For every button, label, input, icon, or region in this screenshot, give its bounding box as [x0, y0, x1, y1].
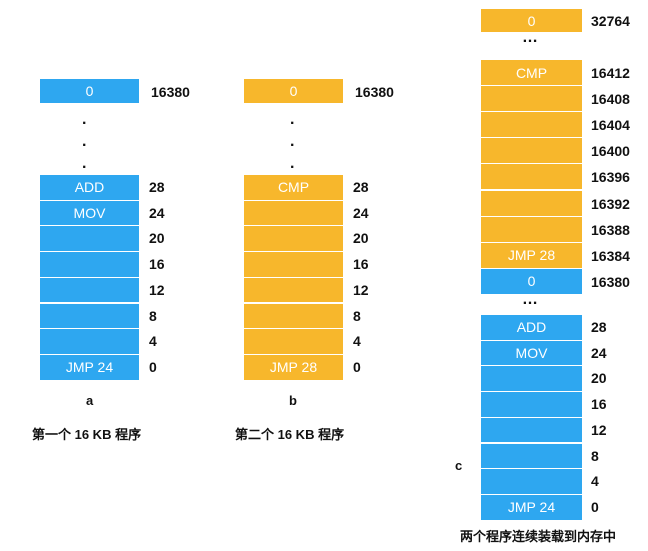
memory-cell [244, 277, 343, 303]
address-label: 24 [149, 204, 165, 221]
ellipsis-dot: . [82, 111, 87, 128]
address-label: 12 [353, 281, 369, 298]
memory-cell: 0 [481, 268, 582, 294]
address-label: 16388 [591, 221, 630, 238]
address-label: 4 [149, 333, 157, 350]
cell-label: ADD [516, 319, 547, 336]
address-label: 20 [591, 370, 607, 387]
address-label: 12 [149, 281, 165, 298]
address-label: 8 [591, 447, 599, 464]
address-label: 16392 [591, 195, 630, 212]
memory-cell [481, 112, 582, 138]
diagram-caption: 两个程序连续装载到内存中 [460, 529, 617, 544]
memory-cell [481, 443, 582, 469]
memory-cell [40, 303, 139, 329]
memory-cell [481, 138, 582, 164]
address-label: 28 [149, 179, 165, 195]
address-label: 16 [591, 396, 607, 413]
address-label: 16 [353, 256, 369, 273]
address-label: 4 [353, 333, 361, 350]
memory-cell [244, 303, 343, 329]
address-label: 16396 [591, 169, 630, 186]
address-label: 0 [353, 358, 361, 375]
memory-cell [481, 366, 582, 392]
memory-cell [244, 252, 343, 277]
diagram-letter: c [455, 458, 463, 473]
ellipsis-dot: . [290, 111, 295, 128]
address-label: 8 [149, 307, 157, 324]
memory-cell [244, 226, 343, 252]
memory-cell: JMP 24 [481, 494, 582, 520]
address-label: 24 [591, 344, 607, 361]
address-label: 0 [591, 498, 599, 515]
memory-cell [481, 417, 582, 443]
address-label: 32764 [591, 13, 630, 29]
diagram-letter: a [86, 393, 94, 408]
address-label: 0 [149, 358, 157, 375]
address-label: 16412 [591, 65, 630, 81]
memory-cell [40, 277, 139, 303]
ellipsis-dot: . [290, 133, 295, 150]
memory-cell [481, 190, 582, 216]
ellipsis-dots: … [522, 291, 538, 308]
diagram-caption: 第一个 16 KB 程序 [32, 427, 142, 442]
address-label: 28 [591, 319, 607, 335]
ellipsis-dot: . [82, 133, 87, 150]
memory-cell [481, 469, 582, 494]
memory-cell [481, 216, 582, 242]
address-label: 28 [353, 179, 369, 195]
ellipsis-dots: … [522, 29, 538, 46]
address-label: 16404 [591, 117, 630, 134]
address-label: 16380 [151, 84, 190, 100]
address-label: 20 [149, 230, 165, 247]
cell-label: 0 [527, 273, 536, 290]
address-label: 16400 [591, 143, 630, 160]
address-label: 20 [353, 230, 369, 247]
memory-cell [40, 226, 139, 252]
address-label: 16 [149, 256, 165, 273]
diagram-letter: b [289, 393, 297, 408]
memory-cell [481, 392, 582, 417]
address-label: 8 [353, 307, 361, 324]
memory-cell [481, 164, 582, 190]
memory-cell: ADD [481, 315, 582, 340]
cell-label: MOV [515, 345, 548, 362]
memory-cell: MOV [481, 340, 582, 366]
address-label: 12 [591, 421, 607, 438]
address-label: 4 [591, 473, 599, 490]
memory-cell [244, 329, 343, 354]
address-label: 16384 [591, 247, 630, 264]
memory-cell: CMP [481, 60, 582, 86]
diagram-b: 0 16380 . . . b 第二个 16 KB 程序 CMP 28 24 20 16… [235, 79, 394, 442]
memory-cell [244, 200, 343, 226]
cell-label: CMP [515, 64, 548, 81]
address-label: 16380 [355, 84, 394, 100]
address-label: 16408 [591, 91, 630, 108]
memory-cell: JMP 28 [481, 242, 582, 268]
cell-label: JMP 24 [507, 499, 556, 516]
cell-label: 0 [527, 12, 536, 29]
ellipsis-dot: . [82, 155, 87, 172]
memory-cell [40, 329, 139, 354]
memory-cell [481, 86, 582, 112]
address-label: 24 [353, 204, 369, 221]
ellipsis-dot: . [290, 155, 295, 172]
memory-cell [40, 252, 139, 277]
diagram-caption: 第二个 16 KB 程序 [235, 427, 345, 442]
cell-label: JMP 28 [507, 247, 556, 264]
address-label: 16380 [591, 273, 630, 290]
